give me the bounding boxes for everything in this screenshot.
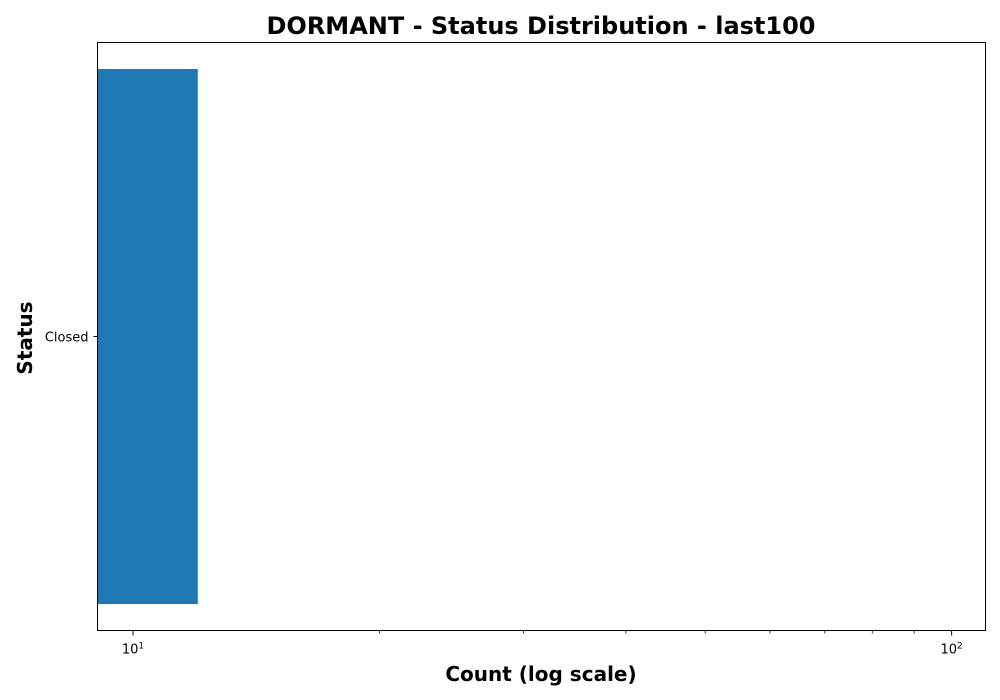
x-axis-title: Count (log scale): [445, 662, 636, 686]
y-axis-title: Status: [13, 301, 37, 374]
plot-frame: [97, 42, 986, 631]
bars-layer: [97, 68, 198, 605]
x-tick-label: 101: [122, 642, 144, 658]
bar-closed: [97, 68, 198, 605]
ticks-layer: Closed 101 102: [45, 331, 963, 658]
y-tick-label: Closed: [45, 331, 89, 346]
x-tick-label: 102: [940, 642, 962, 658]
chart-title: DORMANT - Status Distribution - last100: [267, 12, 816, 40]
